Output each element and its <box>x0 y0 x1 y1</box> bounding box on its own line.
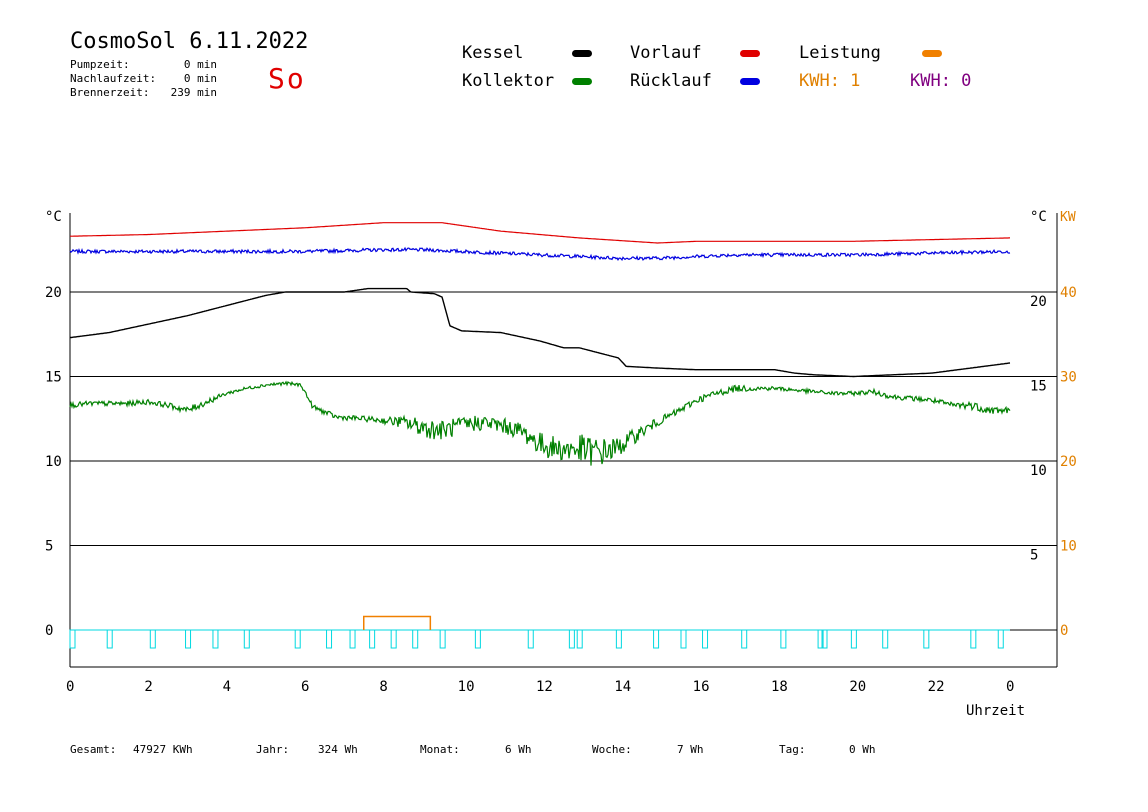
total-woche-value: 7 Wh <box>677 743 704 756</box>
pump-event-16 <box>576 629 583 649</box>
pump-event-2 <box>149 629 156 649</box>
chart-title: CosmoSol 6.11.2022 <box>70 29 309 54</box>
legend-kollektor-label: Kollektor <box>462 71 555 91</box>
pump-event-26 <box>882 629 889 649</box>
right-axis-unit: °C <box>1030 209 1047 225</box>
left-tick-label-5: 5 <box>45 539 53 555</box>
x-tick-label-8: 16 <box>693 679 710 695</box>
left-tick-label-10: 10 <box>45 454 62 470</box>
pump-event-29 <box>997 629 1004 649</box>
legend-ruecklauf-swatch <box>740 78 760 85</box>
pump-event-10 <box>390 629 397 649</box>
total-gesamt-label: Gesamt: <box>70 743 117 756</box>
power-tick-label-20: 20 <box>1060 454 1077 470</box>
pump-event-19 <box>680 629 687 649</box>
pump-event-18 <box>653 629 660 649</box>
pump-event-13 <box>474 629 481 649</box>
power-tick-label-10: 10 <box>1060 539 1077 555</box>
pump-event-5 <box>243 629 250 649</box>
weekday-label: So <box>268 62 306 95</box>
power-axis-unit: KW <box>1060 210 1076 225</box>
legend-kessel-swatch <box>572 50 592 57</box>
pump-event-21 <box>741 629 748 649</box>
pump-event-28 <box>970 629 977 649</box>
x-tick-label-6: 12 <box>536 679 553 695</box>
series-kessel-line <box>69 287 1011 378</box>
pump-event-20 <box>702 629 709 649</box>
legend-kollektor-swatch <box>572 78 592 85</box>
total-tag-label: Tag: <box>779 743 806 756</box>
x-tick-label-5: 10 <box>458 679 475 695</box>
legend-leistung-swatch <box>922 50 942 57</box>
pump-event-0 <box>69 629 76 649</box>
series-leistung-line <box>363 615 432 630</box>
series-vorlauf-line <box>70 222 1010 244</box>
right-tick-label-5: 5 <box>1030 548 1038 564</box>
pump-event-9 <box>369 629 376 649</box>
pump-event-25 <box>850 629 857 649</box>
power-tick-label-30: 30 <box>1060 370 1077 386</box>
legend-kwh2: KWH: 0 <box>910 71 972 91</box>
pump-event-27 <box>923 629 930 649</box>
total-jahr-label: Jahr: <box>256 743 290 756</box>
x-tick-label-11: 22 <box>928 679 945 695</box>
x-tick-label-2: 4 <box>223 679 231 695</box>
total-tag-value: 0 Wh <box>849 743 876 756</box>
pump-event-3 <box>185 629 192 649</box>
legend-vorlauf-label: Vorlauf <box>630 43 702 63</box>
total-woche-label: Woche: <box>592 743 632 756</box>
series-kollektor-line <box>69 380 1011 466</box>
right-tick-label-15: 15 <box>1030 379 1047 395</box>
pump-event-15 <box>568 629 575 649</box>
x-axis-title: Uhrzeit <box>966 703 1025 719</box>
x-tick-label-10: 20 <box>849 679 866 695</box>
pump-event-1 <box>106 629 113 649</box>
x-tick-label-9: 18 <box>771 679 788 695</box>
stat-pump-value: 0 min <box>183 58 217 71</box>
left-tick-label-15: 15 <box>45 370 62 386</box>
pump-event-17 <box>615 629 622 649</box>
pump-event-14 <box>527 629 534 649</box>
stat-nachlauf-label: Nachlaufzeit: <box>70 72 157 85</box>
pump-event-4 <box>212 629 219 649</box>
left-tick-label-0: 0 <box>45 623 53 639</box>
total-monat-label: Monat: <box>420 743 460 756</box>
x-tick-label-12: 0 <box>1006 679 1014 695</box>
stat-brenner-value: 239 min <box>170 86 217 99</box>
legend-ruecklauf-label: Rücklauf <box>630 71 712 91</box>
left-axis-unit: °C <box>45 209 62 225</box>
pump-event-11 <box>412 629 419 649</box>
legend-vorlauf-swatch <box>740 50 760 57</box>
power-tick-label-0: 0 <box>1060 623 1068 639</box>
x-tick-label-7: 14 <box>614 679 631 695</box>
x-tick-label-4: 8 <box>379 679 387 695</box>
stat-pump-label: Pumpzeit: <box>70 58 130 71</box>
stat-brenner-label: Brennerzeit: <box>70 86 150 99</box>
stat-nachlauf-value: 0 min <box>183 72 217 85</box>
pump-event-8 <box>349 629 356 649</box>
left-tick-label-20: 20 <box>45 285 62 301</box>
legend-leistung-label: Leistung <box>799 43 881 63</box>
pump-event-12 <box>439 629 446 649</box>
pump-event-22 <box>780 629 787 649</box>
total-jahr-value: 324 Wh <box>318 743 358 756</box>
right-tick-label-10: 10 <box>1030 463 1047 479</box>
series-ruecklauf-line <box>69 246 1011 262</box>
pump-event-7 <box>326 629 333 649</box>
pump-event-6 <box>294 629 301 649</box>
right-tick-label-20: 20 <box>1030 294 1047 310</box>
legend-kessel-label: Kessel <box>462 43 524 63</box>
legend-kwh1: KWH: 1 <box>799 71 861 91</box>
x-tick-label-0: 0 <box>66 679 74 695</box>
total-gesamt-value: 47927 KWh <box>133 743 193 756</box>
pump-events <box>69 629 1004 649</box>
x-tick-label-3: 6 <box>301 679 309 695</box>
power-tick-label-40: 40 <box>1060 285 1077 301</box>
x-tick-label-1: 2 <box>144 679 152 695</box>
total-monat-value: 6 Wh <box>505 743 532 756</box>
